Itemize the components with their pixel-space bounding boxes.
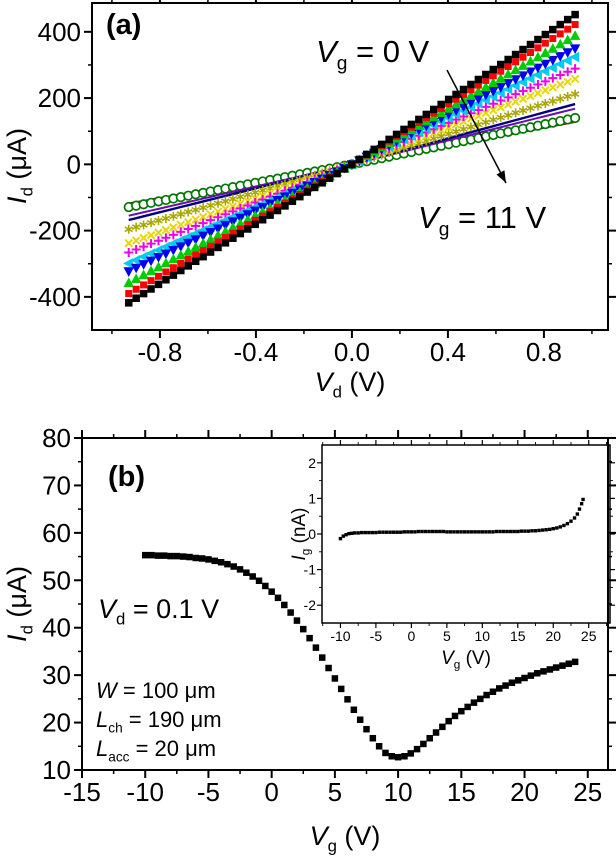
inset-gate-leakage-x-tick-label: 15 (510, 628, 526, 644)
annotation-lch: Lch = 190 μm (96, 707, 222, 735)
inset-gate-leakage-x-tick-label: 10 (475, 628, 491, 644)
inset-gate-leakage-series (338, 497, 585, 541)
panel-b-y-tick-label: 20 (42, 708, 71, 738)
panel-a-y-tick-label: 200 (38, 83, 81, 113)
panel-b-x-tick-label: -5 (197, 777, 220, 807)
panel-a-tick-labels: -0.8 -0.4 0.0 0.4 0.8 -400 -200 0 200 400 (29, 17, 562, 367)
panel-a-x-tick-label: 0.4 (430, 337, 466, 367)
inset-gate-leakage-y-tick-label: 2 (308, 455, 316, 471)
panel-b: -15 -10 -5 0 5 10 15 20 251020304050607080(b)Vg … (2, 423, 616, 855)
annotation-lacc: Lacc = 20 μm (96, 736, 216, 764)
panel-b-x-tick-label: 15 (447, 777, 476, 807)
panel-a-y-axis-label: Id (μA) (2, 128, 36, 204)
annotation-vg-0: Vg = 0 V (316, 34, 430, 74)
inset-gate-leakage-x-tick-label: -10 (330, 628, 350, 644)
gate-leakage-curve (338, 497, 585, 541)
panel-b-x-tick-label: 25 (573, 777, 602, 807)
inset-gate-leakage-x-tick-label: 20 (545, 628, 561, 644)
panel-b-x-axis-label: Vg (V) (310, 821, 381, 855)
panel-b-y-tick-label: 40 (42, 613, 71, 643)
panel-b-x-tick-label: 10 (384, 777, 413, 807)
panel-b-x-tick-label: -10 (126, 777, 164, 807)
annotation-vd: Vd = 0.1 V (98, 594, 219, 628)
panel-a-label: (a) (106, 9, 141, 41)
panel-a-y-tick-label: -400 (29, 282, 81, 312)
panel-a-x-tick-label: 0.8 (526, 337, 562, 367)
inset-gate-leakage-x-tick-label: 5 (443, 628, 451, 644)
inset-gate-leakage-y-tick-label: 1 (308, 490, 316, 506)
annotation-width: W = 100 μm (96, 678, 216, 703)
panel-a-x-axis-label: Vd (V) (315, 367, 386, 401)
panel-b-y-tick-label: 50 (42, 565, 71, 595)
panel-a-ticks (84, 0, 616, 338)
panel-a-series (123, 10, 581, 307)
inset-gate-leakage-x-tick-label: 25 (581, 628, 597, 644)
panel-b-x-tick-label: 20 (510, 777, 539, 807)
panel-a-x-tick-label: -0.4 (234, 337, 279, 367)
panel-a-y-tick-label: 400 (38, 17, 81, 47)
panel-a-y-tick-label: -200 (29, 216, 81, 246)
panel-a-x-tick-label: -0.8 (138, 337, 183, 367)
panel-b-x-tick-label: 0 (264, 777, 278, 807)
panel-b-y-tick-label: 70 (42, 470, 71, 500)
inset-gate-leakage-y-tick-label: 0 (308, 526, 316, 542)
panel-b-y-tick-label: 30 (42, 660, 71, 690)
panel-b-ticks (74, 430, 616, 778)
panel-a-annotation-arrow (446, 69, 507, 184)
panel-b-x-tick-label: -15 (63, 777, 101, 807)
panel-a-x-tick-label: 0.0 (334, 337, 370, 367)
panel-b-label: (b) (108, 461, 145, 493)
inset-y-axis-label: Ig (nA) (289, 507, 313, 560)
panel-a-frame (91, 2, 609, 331)
inset-gate-leakage-y-tick-label: -1 (304, 562, 317, 578)
inset-gate-leakage-x-tick-label: 0 (407, 628, 415, 644)
panel-b-y-tick-label: 60 (42, 518, 71, 548)
panel-b-series (141, 551, 579, 761)
panel-a: -0.8 -0.4 0.0 0.4 0.8 -400 -200 0 200 400 (a) Vd (V… (2, 0, 616, 401)
inset-x-axis-label: Vg (V) (441, 648, 491, 672)
annotation-vg-11: Vg = 11 V (418, 200, 546, 240)
transfer-curve (141, 551, 579, 761)
panel-b-x-tick-label: 5 (328, 777, 342, 807)
panel-b-y-tick-label: 80 (42, 423, 71, 453)
panel-a-series-vg-0 (124, 10, 579, 307)
inset-gate-leakage-y-tick-label: -2 (304, 597, 317, 613)
panel-b-y-tick-label: 10 (42, 755, 71, 785)
panel-a-y-tick-label: 0 (67, 149, 81, 179)
panel-b-y-axis-label: Id (μA) (2, 566, 36, 642)
inset-gate-leakage-ticks (317, 440, 615, 628)
inset-gate-leakage-x-tick-label: -5 (370, 628, 383, 644)
